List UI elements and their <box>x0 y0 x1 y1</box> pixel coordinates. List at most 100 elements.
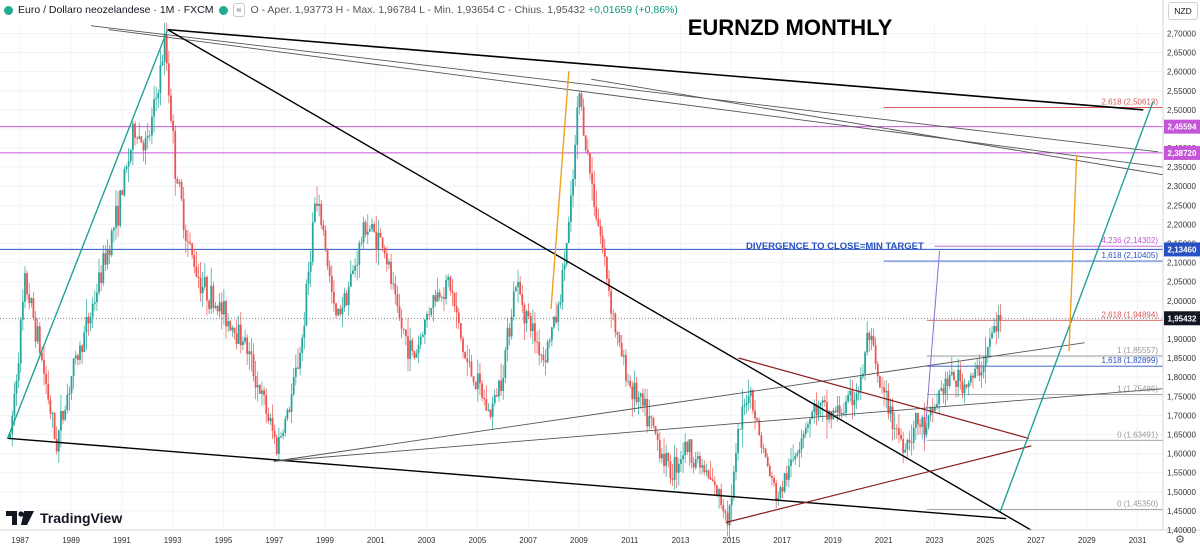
candle-body <box>745 402 748 405</box>
candle-body <box>625 355 627 381</box>
candle-body <box>637 396 640 402</box>
y-tick-label: 2,10000 <box>1167 259 1196 268</box>
candle-body <box>898 428 900 435</box>
candle-body <box>254 376 257 388</box>
candle-body <box>652 417 655 426</box>
candle-body <box>777 497 780 501</box>
gear-icon[interactable]: ⚙ <box>1175 534 1185 546</box>
candle-body <box>680 459 682 464</box>
symbol-title[interactable]: Euro / Dollaro neozelandese · 1M · FXCM <box>18 4 214 16</box>
y-tick-label: 2,60000 <box>1167 68 1196 77</box>
x-tick-label: 1993 <box>164 536 182 545</box>
level-badge-label: 2,13460 <box>1168 245 1197 254</box>
x-tick-label: 2003 <box>418 536 436 545</box>
candle-body <box>849 390 852 396</box>
currency-button[interactable]: NZD <box>1168 2 1198 20</box>
candle-body <box>859 376 862 391</box>
candle-body <box>561 269 564 303</box>
candle-body <box>989 338 991 347</box>
candle-body <box>696 455 699 460</box>
candle-body <box>246 337 249 355</box>
y-tick-label: 2,05000 <box>1167 278 1196 287</box>
candle-body <box>81 345 84 352</box>
candle-body <box>457 312 460 324</box>
ohlc-text: O - Aper. 1,93773 H - Max. 1,96784 L - M… <box>250 4 586 16</box>
candle-body <box>277 437 280 454</box>
x-tick-label: 1997 <box>265 536 283 545</box>
candle-body <box>421 334 424 337</box>
candle-body <box>747 396 750 403</box>
candle-body <box>402 328 405 330</box>
candle-body <box>771 475 773 478</box>
candle-body <box>390 261 392 284</box>
candle-body <box>117 205 119 226</box>
candle-body <box>847 395 850 402</box>
candle-body <box>627 380 629 382</box>
candle-body <box>286 409 289 419</box>
candle-body <box>699 455 701 468</box>
candle-body <box>677 463 680 473</box>
candle-body <box>883 387 886 393</box>
x-tick-label: 2013 <box>672 536 690 545</box>
candle-body <box>184 230 187 242</box>
candle-body <box>129 149 132 162</box>
candle-body <box>443 296 445 300</box>
candle-body <box>225 301 227 327</box>
candle-body <box>354 265 356 271</box>
trendline <box>6 437 1007 520</box>
candle-body <box>868 332 871 341</box>
y-tick-label: 2,65000 <box>1167 49 1196 58</box>
candle-body <box>383 247 386 254</box>
candle-body <box>30 298 33 304</box>
candle-body <box>385 253 388 265</box>
candle-body <box>462 338 464 353</box>
candle-body <box>726 512 729 526</box>
candle-body <box>830 411 833 420</box>
candle-body <box>809 418 811 425</box>
candle-body <box>991 332 993 339</box>
candle-body <box>842 412 845 414</box>
candle-body <box>986 346 989 356</box>
candle-body <box>280 436 282 438</box>
candle-body <box>400 318 403 329</box>
candle-body <box>692 462 695 468</box>
fib-label: 1 (1,75486) <box>1117 384 1158 393</box>
candle-body <box>673 456 676 480</box>
candle-body <box>813 403 816 412</box>
candle-body <box>258 385 261 394</box>
candle-body <box>517 282 519 288</box>
candle-body <box>239 324 242 346</box>
candle-body <box>758 420 761 436</box>
candle-body <box>415 353 418 358</box>
candle-body <box>165 34 168 64</box>
candle-body <box>874 345 877 364</box>
candle-body <box>358 242 361 265</box>
candle-body <box>161 61 164 66</box>
compare-badge-icon[interactable]: ≈ <box>232 3 246 17</box>
candle-body <box>946 378 949 387</box>
y-tick-label: 1,70000 <box>1167 411 1196 420</box>
candle-body <box>762 447 765 449</box>
candle-body <box>21 301 24 320</box>
candle-body <box>722 505 725 512</box>
candle-body <box>208 300 210 309</box>
candle-body <box>711 479 714 482</box>
candle-body <box>89 316 92 324</box>
tradingview-logo[interactable]: TradingView <box>6 510 122 526</box>
candle-body <box>523 304 526 324</box>
candle-body <box>316 203 318 206</box>
candle-body <box>707 470 710 478</box>
candle-body <box>540 354 543 356</box>
x-tick-label: 2031 <box>1129 536 1147 545</box>
trendline <box>738 357 1030 439</box>
candle-body <box>407 336 409 359</box>
candle-body <box>713 481 716 486</box>
candle-body <box>176 178 179 184</box>
candle-body <box>584 135 587 151</box>
candle-body <box>921 417 924 427</box>
candle-body <box>633 382 636 400</box>
candle-body <box>872 335 875 346</box>
x-tick-label: 1989 <box>62 536 80 545</box>
candle-body <box>140 136 143 143</box>
